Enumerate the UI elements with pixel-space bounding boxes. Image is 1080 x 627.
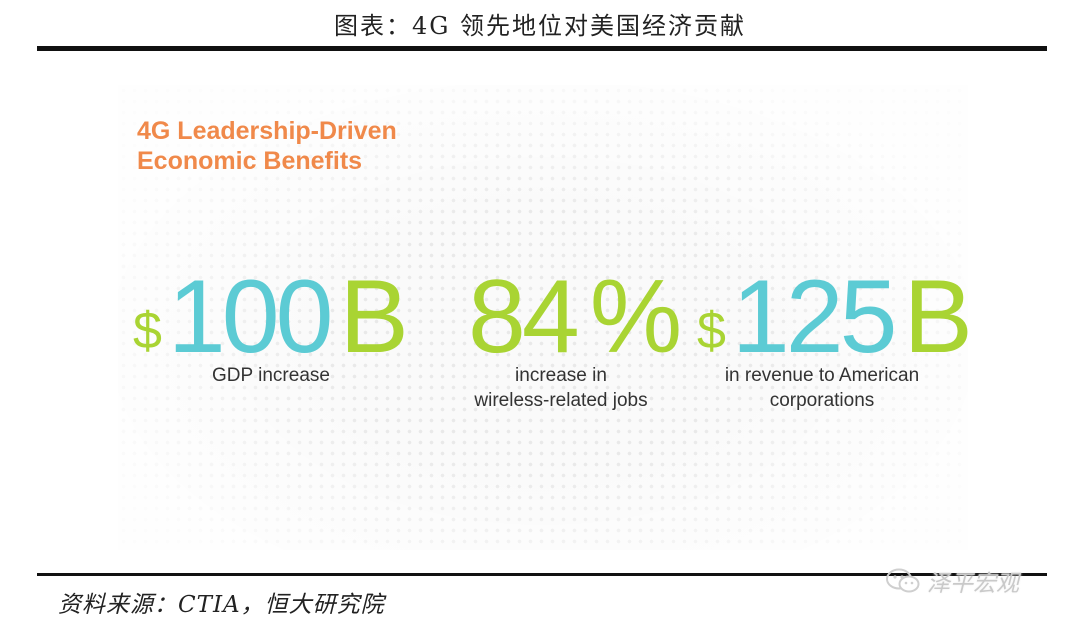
figure-title: 图表：4G 领先地位对美国经济贡献 — [333, 12, 747, 40]
watermark: 泽平宏观 — [885, 566, 1019, 597]
heading-line-2: Economic Benefits — [137, 147, 363, 175]
caption-gdp: GDP increase — [141, 363, 401, 388]
heading-line-1: 4G Leadership-Driven — [137, 117, 397, 145]
infographic-heading: 4G Leadership-Driven Economic Benefits — [137, 116, 457, 176]
stat-gdp-value: 100 — [167, 259, 334, 375]
caption-revenue-line-2: corporations — [769, 390, 875, 411]
stat-jobs: 84% — [468, 259, 683, 375]
watermark-text: 泽平宏观 — [927, 571, 1019, 597]
stat-jobs-value: 84 — [468, 259, 580, 375]
caption-revenue: in revenue to American corporations — [692, 363, 952, 413]
stat-gdp-unit: B — [339, 259, 408, 375]
stat-revenue: $125B — [697, 259, 973, 375]
caption-revenue-line-1: in revenue to American — [724, 365, 920, 386]
caption-gdp-line-1: GDP increase — [212, 365, 330, 386]
wechat-icon — [886, 568, 920, 593]
caption-jobs: increase in wireless-related jobs — [431, 363, 691, 413]
stat-revenue-value: 125 — [731, 259, 898, 375]
stat-gdp-currency: $ — [133, 302, 162, 360]
stat-revenue-unit: B — [903, 259, 972, 375]
top-rule — [37, 46, 1047, 51]
bottom-rule — [37, 573, 1047, 576]
stat-revenue-currency: $ — [697, 302, 726, 360]
caption-jobs-line-1: increase in — [515, 365, 607, 386]
source-note: 资料来源：CTIA，恒大研究院 — [58, 592, 385, 618]
map-fade-overlay — [118, 85, 968, 550]
stat-jobs-unit: % — [589, 259, 683, 375]
stat-gdp: $100B — [133, 259, 409, 375]
caption-jobs-line-2: wireless-related jobs — [474, 390, 648, 411]
